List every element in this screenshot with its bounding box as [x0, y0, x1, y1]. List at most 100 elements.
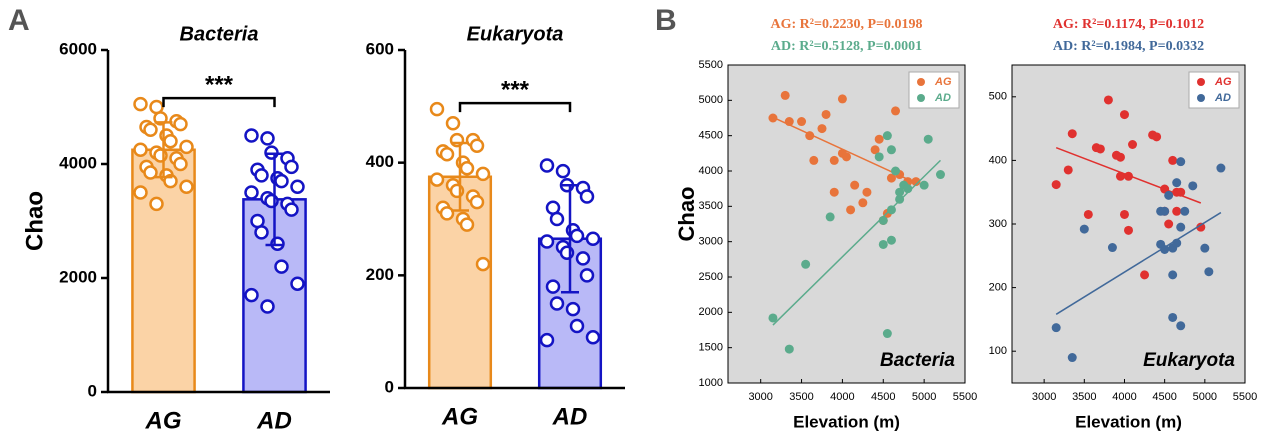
data-point: [565, 301, 581, 317]
data-point: [768, 313, 778, 323]
data-point: [244, 128, 259, 143]
chart-title: Bacteria: [180, 23, 259, 45]
y-tick-label: 4500: [699, 130, 723, 142]
data-point: [1204, 267, 1214, 277]
data-point: [1067, 353, 1077, 363]
x-tick-label: 4500: [1152, 391, 1176, 403]
stat-annotation: AG: R²=0.1174, P=0.1012: [1053, 17, 1204, 32]
stat-annotation: AD: R²=0.5128, P=0.0001: [771, 39, 922, 54]
data-point: [545, 279, 561, 294]
data-point: [133, 185, 148, 200]
data-point: [1168, 312, 1178, 322]
data-point: [1051, 323, 1061, 333]
data-point: [244, 185, 259, 200]
legend-marker: [917, 78, 925, 86]
data-point: [891, 106, 901, 116]
data-point: [1172, 178, 1182, 188]
plot-area: [727, 64, 966, 384]
data-point: [1083, 209, 1093, 219]
data-point: [1095, 144, 1105, 154]
data-point: [429, 101, 445, 117]
data-point: [254, 225, 269, 240]
x-tick-label: AD: [256, 407, 292, 434]
data-point: [919, 180, 929, 190]
plot-area: [1011, 64, 1246, 384]
x-tick-label: 5000: [912, 391, 936, 403]
data-point: [1115, 171, 1125, 181]
data-point: [1176, 321, 1186, 331]
y-tick-label: 1000: [699, 377, 723, 389]
data-point: [173, 116, 188, 132]
inset-label: Bacteria: [880, 350, 955, 371]
data-point: [817, 124, 827, 134]
data-point: [1196, 222, 1206, 232]
data-point: [821, 109, 831, 119]
x-tick-label: AD: [552, 403, 588, 430]
data-point: [895, 194, 905, 204]
x-tick-label: 5500: [953, 391, 977, 403]
y-tick-label: 2000: [699, 306, 723, 318]
data-point: [1140, 270, 1150, 280]
data-point: [585, 231, 601, 246]
significance-label: ***: [501, 76, 530, 103]
data-point: [284, 202, 299, 217]
y-tick-label: 3000: [699, 236, 723, 248]
data-point: [290, 179, 305, 195]
x-tick-label: 3500: [1072, 391, 1096, 403]
y-tick-label: 100: [989, 345, 1007, 357]
data-point: [445, 115, 461, 131]
x-tick-label: AG: [145, 407, 182, 434]
data-point: [1128, 140, 1138, 149]
error-bar: [265, 152, 284, 247]
data-point: [439, 146, 455, 162]
data-point: [1107, 243, 1117, 253]
data-point: [133, 142, 148, 157]
data-point: [274, 259, 289, 274]
data-point: [882, 131, 892, 141]
y-tick-label: 600: [366, 39, 394, 58]
data-point: [1067, 129, 1077, 139]
data-point: [290, 276, 305, 291]
x-tick-label: 4000: [1112, 391, 1136, 403]
x-tick-label: 5000: [1193, 391, 1217, 403]
trend-line: [1055, 146, 1202, 204]
y-tick-label: 4000: [699, 165, 723, 177]
data-point: [575, 251, 591, 266]
data-point: [579, 268, 595, 283]
legend-label: AG: [934, 76, 952, 88]
x-tick-label: 3000: [1032, 391, 1056, 403]
data-point: [254, 168, 269, 183]
significance-label: ***: [205, 71, 234, 98]
x-tick-label: 3500: [789, 391, 813, 403]
data-point: [539, 332, 555, 348]
data-point: [469, 138, 485, 154]
y-tick-label: 200: [989, 282, 1007, 294]
data-point: [1200, 243, 1210, 253]
data-point: [862, 187, 872, 197]
data-point: [1124, 225, 1133, 235]
data-point: [850, 180, 860, 190]
data-point: [475, 256, 491, 272]
significance-bracket: [162, 96, 276, 108]
error-bar: [561, 183, 579, 294]
data-point: [469, 194, 485, 210]
data-point: [1188, 181, 1198, 191]
data-point: [244, 287, 259, 303]
data-point: [837, 94, 847, 104]
data-point: [886, 235, 896, 245]
data-point: [274, 173, 289, 189]
data-point: [1216, 163, 1226, 173]
y-tick-label: 300: [989, 218, 1007, 230]
x-tick-label: 4500: [871, 391, 895, 403]
data-point: [179, 179, 194, 195]
data-point: [1168, 270, 1178, 280]
data-point: [1172, 206, 1182, 216]
error-bar: [451, 141, 469, 212]
y-axis-label: Chao: [21, 191, 48, 251]
data-point: [923, 134, 933, 144]
legend-marker: [1197, 94, 1205, 102]
data-point: [801, 259, 811, 269]
data-point: [911, 177, 921, 187]
data-point: [179, 139, 194, 155]
data-point: [143, 122, 158, 138]
